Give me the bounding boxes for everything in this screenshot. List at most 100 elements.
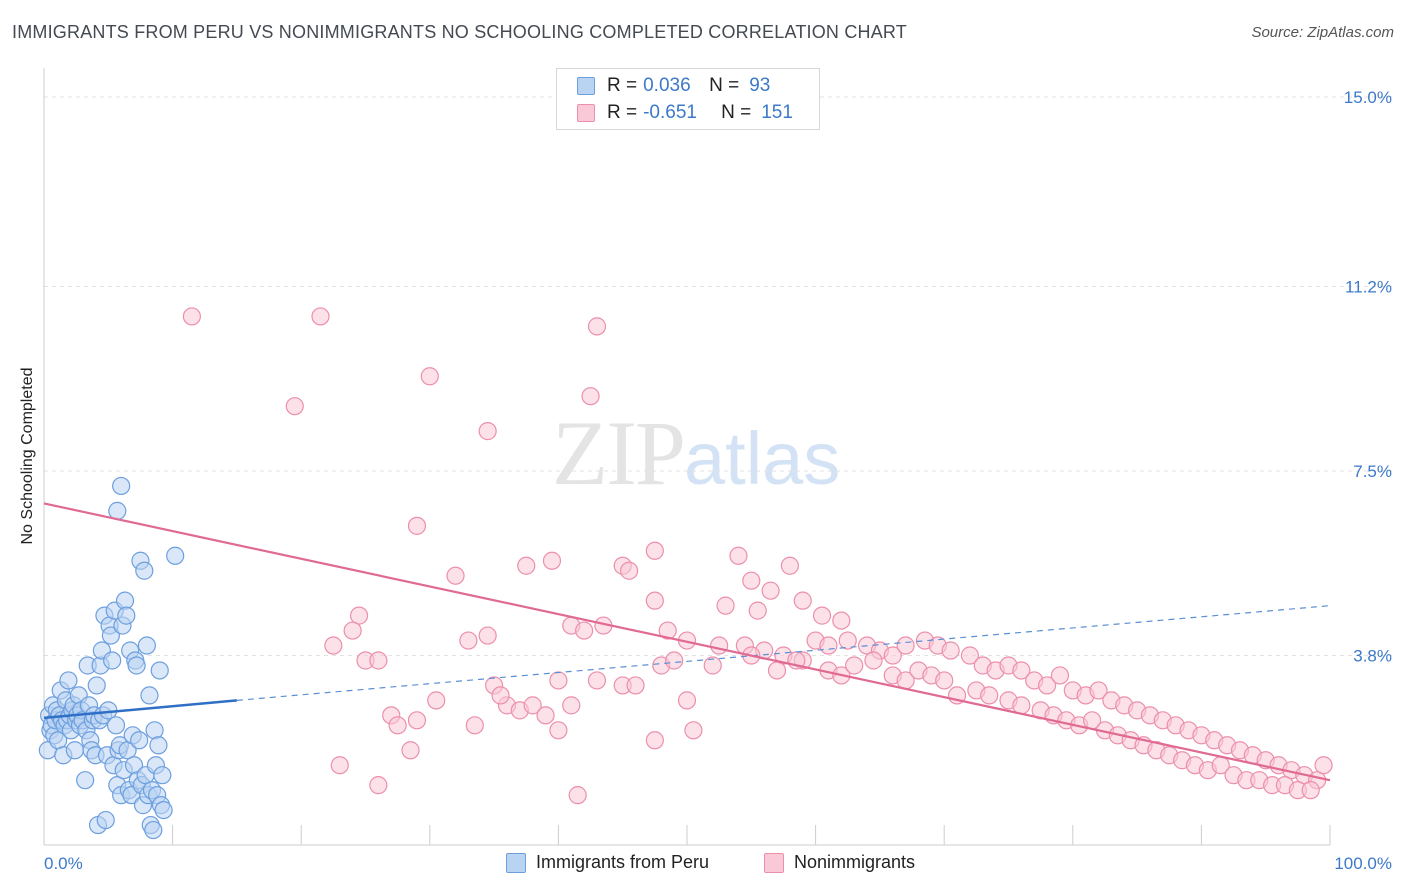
nonimmigrant-point xyxy=(523,696,542,715)
nonimmigrant-point xyxy=(703,656,722,675)
nonimmigrant-point xyxy=(587,671,607,690)
peru-point xyxy=(130,731,149,750)
nonimmigrant-point xyxy=(710,636,729,655)
nonimmigrant-point xyxy=(767,661,787,680)
r-value: -0.651 xyxy=(643,102,697,123)
peru-point xyxy=(144,820,163,840)
peru-point xyxy=(76,771,95,790)
nonimmigrant-point xyxy=(311,307,330,326)
nonimmigrant-point xyxy=(1012,696,1031,715)
n-value: 151 xyxy=(761,102,793,123)
nonimmigrant-point xyxy=(832,611,851,630)
n-value: 93 xyxy=(749,75,771,96)
nonimmigrant-point xyxy=(761,581,780,600)
nonimmigrant-point xyxy=(536,706,555,725)
peru-point xyxy=(65,741,84,760)
nonimmigrant-point xyxy=(1012,661,1031,680)
peru-point xyxy=(137,636,156,655)
r-label: R = xyxy=(607,75,638,96)
nonimmigrant-point xyxy=(645,541,664,560)
legend-swatch-nonimmigrants xyxy=(764,852,784,873)
nonimmigrant-point xyxy=(575,621,594,640)
nonimmigrant-trend-line xyxy=(43,502,1331,782)
r-label: R = xyxy=(607,102,638,123)
peru-point xyxy=(145,721,164,740)
nonimmigrant-point xyxy=(716,596,735,615)
peru-trend-line xyxy=(43,699,238,720)
nonimmigrant-point xyxy=(491,686,510,705)
nonimmigrant-point xyxy=(645,591,664,610)
nonimmigrant-point xyxy=(369,651,388,670)
peru-point xyxy=(112,476,131,496)
series-legend: Immigrants from Peru Nonimmigrants xyxy=(0,852,1406,876)
peru-point xyxy=(140,686,159,705)
y-tick-label: 3.8% xyxy=(1353,647,1392,666)
nonimmigrant-point xyxy=(626,676,645,695)
y-tick-label: 7.5% xyxy=(1353,462,1392,481)
nonimmigrant-point xyxy=(427,691,446,710)
nonimmigrant-point xyxy=(446,566,465,585)
nonimmigrant-point xyxy=(349,606,369,625)
y-tick-label: 15.0% xyxy=(1344,88,1392,107)
nonimmigrant-point xyxy=(896,636,915,655)
nonimmigrant-point xyxy=(388,716,407,735)
nonimmigrant-point xyxy=(819,636,838,655)
nonimmigrant-point xyxy=(465,716,484,735)
peru-point xyxy=(96,810,115,830)
nonimmigrant-point xyxy=(581,387,600,406)
peru-point xyxy=(101,626,120,645)
nonimmigrant-point xyxy=(285,397,304,416)
peru-point xyxy=(154,800,173,820)
y-axis-label: No Schooling Completed xyxy=(19,367,36,545)
nonimmigrant-point xyxy=(864,651,883,670)
nonimmigrant-point xyxy=(549,721,568,740)
peru-point xyxy=(59,671,78,690)
peru-point xyxy=(153,766,172,785)
legend-row-nonimmigrants: R = -0.651 N = 151 xyxy=(577,100,793,126)
nonimmigrant-point xyxy=(742,571,761,590)
nonimmigrant-point xyxy=(420,367,439,386)
nonimmigrant-point xyxy=(562,696,581,715)
nonimmigrant-point xyxy=(658,621,677,640)
nonimmigrant-point xyxy=(960,646,980,665)
nonimmigrant-point xyxy=(1037,676,1057,695)
nonimmigrant-point xyxy=(1089,681,1108,700)
peru-point xyxy=(135,561,154,580)
nonimmigrant-point xyxy=(369,776,388,795)
legend-swatch-peru xyxy=(577,77,595,95)
chart-title: IMMIGRANTS FROM PERU VS NONIMMIGRANTS NO… xyxy=(12,22,907,42)
nonimmigrant-point xyxy=(845,656,864,675)
nonimmigrant-point xyxy=(935,671,954,690)
legend-swatch-nonimmigrants xyxy=(577,104,595,122)
peru-point xyxy=(127,656,146,675)
watermark: ZIPatlas xyxy=(552,400,840,506)
x-tick-label-min: 0.0% xyxy=(44,854,83,873)
peru-point xyxy=(115,591,135,610)
nonimmigrant-point xyxy=(729,546,748,565)
nonimmigrant-point xyxy=(980,686,999,705)
source-credit: Source: ZipAtlas.com xyxy=(1251,24,1394,41)
n-label: N = xyxy=(721,102,752,123)
nonimmigrant-point xyxy=(780,556,799,575)
nonimmigrant-point xyxy=(645,731,664,750)
nonimmigrant-point xyxy=(517,556,536,575)
nonimmigrant-point xyxy=(838,631,857,650)
nonimmigrant-point xyxy=(684,721,703,740)
peru-point xyxy=(103,651,122,670)
peru-point xyxy=(106,716,126,735)
nonimmigrant-point xyxy=(330,756,349,775)
peru-point xyxy=(87,676,106,695)
nonimmigrant-point xyxy=(568,786,587,805)
nonimmigrant-point xyxy=(1050,666,1070,685)
nonimmigrant-point xyxy=(620,561,639,580)
correlation-legend: R = 0.036 N = 93 R = -0.651 N = 151 xyxy=(556,68,820,130)
peru-point xyxy=(150,661,169,680)
nonimmigrant-point xyxy=(793,591,812,610)
peru-point xyxy=(166,546,185,565)
nonimmigrant-point xyxy=(941,641,960,660)
peru-point xyxy=(149,736,168,755)
nonimmigrant-point xyxy=(677,691,697,710)
nonimmigrant-point xyxy=(324,636,343,655)
legend-row-peru: R = 0.036 N = 93 xyxy=(577,73,770,99)
